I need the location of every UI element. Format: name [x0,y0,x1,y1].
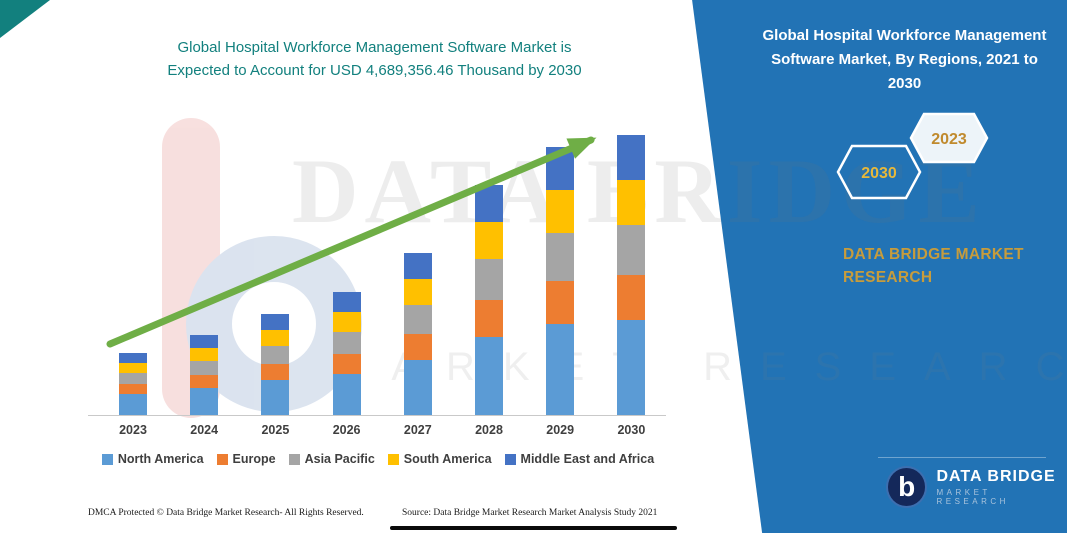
side-panel [692,0,1067,533]
year-badges: 2030 2023 [836,112,989,200]
legend-swatch-asia-pacific [288,453,300,465]
segment-north-america-2026 [332,374,361,415]
segment-europe-2027 [403,334,432,360]
segment-europe-2030 [617,275,646,320]
footer-source: Source: Data Bridge Market Research Mark… [402,508,658,518]
bar-2023 [119,353,147,415]
segment-north-america-2027 [403,360,432,415]
legend-label-south-america: South America [403,452,492,466]
legend-item-south-america: South America [387,452,492,466]
chart-title: Global Hospital Workforce Management Sof… [92,36,657,83]
panel-heading: Global Hospital Workforce Management Sof… [762,27,1047,92]
x-tick-2026: 2026 [332,423,361,437]
x-axis [88,415,666,416]
bar-2024 [190,335,219,415]
x-tick-2024: 2024 [190,423,219,437]
segment-middle-east-and-africa-2028 [475,185,503,222]
segment-asia-pacific-2028 [475,259,503,300]
bar-2027 [403,253,432,415]
segment-europe-2025 [261,364,290,380]
legend-label-europe: Europe [232,452,276,466]
bar-2028 [475,185,503,415]
segment-asia-pacific-2025 [261,346,290,364]
legend-item-middle-east-and-africa: Middle East and Africa [504,452,655,466]
x-tick-2025: 2025 [261,423,290,437]
legend-item-north-america: North America [101,452,204,466]
x-tick-2023: 2023 [119,423,147,437]
segment-south-america-2023 [119,363,147,373]
segment-south-america-2029 [546,190,575,233]
segment-south-america-2028 [475,222,503,259]
badge-2030-label: 2030 [861,165,897,182]
segment-europe-2028 [475,300,503,337]
segment-north-america-2023 [119,394,147,415]
segment-europe-2023 [119,384,147,394]
segment-south-america-2027 [403,279,432,305]
legend-label-middle-east-and-africa: Middle East and Africa [520,452,655,466]
x-tick-2030: 2030 [617,423,646,437]
bottom-bar [390,526,677,530]
segment-south-america-2026 [332,312,361,332]
hexagon-2023 [909,112,989,164]
segment-south-america-2025 [261,330,290,346]
segment-europe-2024 [190,375,219,388]
bar-2026 [332,292,361,415]
segment-north-america-2025 [261,380,290,415]
x-tick-2028: 2028 [475,423,503,437]
segment-asia-pacific-2029 [546,233,575,281]
segment-north-america-2030 [617,320,646,415]
segment-europe-2029 [546,281,575,324]
bar-2030 [617,135,646,415]
segment-middle-east-and-africa-2024 [190,335,219,348]
badge-2023-label: 2023 [931,131,967,148]
segment-middle-east-and-africa-2026 [332,292,361,312]
footer-dmca: DMCA Protected © Data Bridge Market Rese… [88,508,364,518]
dbmr-logo-text: DATA BRIDGE MARKET RESEARCH [936,468,1067,506]
segment-asia-pacific-2023 [119,373,147,384]
x-tick-2029: 2029 [546,423,575,437]
dbmr-logo: b DATA BRIDGE MARKET RESEARCH [886,466,1067,508]
legend-swatch-south-america [387,453,399,465]
segment-middle-east-and-africa-2025 [261,314,290,330]
segment-south-america-2024 [190,348,219,361]
logo-divider [878,457,1046,458]
x-axis-labels: 2023 2024 2025 2026 2027 2028 2029 2030 [0,423,700,439]
segment-asia-pacific-2030 [617,225,646,275]
segment-north-america-2024 [190,388,219,415]
legend-swatch-north-america [101,453,113,465]
legend-label-north-america: North America [117,452,204,466]
segment-south-america-2030 [617,180,646,225]
segment-north-america-2029 [546,324,575,415]
chart-title-line1: Global Hospital Workforce Management Sof… [177,39,572,56]
segment-asia-pacific-2027 [403,305,432,334]
brand-text: DATA BRIDGE MARKET RESEARCH [843,246,1024,287]
dbmr-logo-icon: b [886,466,928,508]
legend-label-asia-pacific: Asia Pacific [304,452,375,466]
dbmr-logo-subtitle: MARKET RESEARCH [936,488,1009,506]
trend-arrow [106,136,597,348]
segment-asia-pacific-2026 [332,332,361,354]
legend: North America Europe Asia Pacific South Ame… [78,452,678,466]
segment-north-america-2028 [475,337,503,415]
legend-swatch-middle-east-and-africa [504,453,516,465]
legend-swatch-europe [216,453,228,465]
segment-middle-east-and-africa-2023 [119,353,147,363]
legend-item-asia-pacific: Asia Pacific [288,452,375,466]
dbmr-logo-title: DATA BRIDGE [936,468,1056,485]
x-tick-2027: 2027 [403,423,432,437]
segment-middle-east-and-africa-2027 [403,253,432,279]
hexagon-2030 [836,144,922,200]
chart-title-line2: Expected to Account for USD 4,689,356.46… [167,62,582,80]
segment-asia-pacific-2024 [190,361,219,375]
bar-2025 [261,314,290,415]
corner-accent-triangle [0,0,50,38]
legend-item-europe: Europe [216,452,276,466]
segment-middle-east-and-africa-2030 [617,135,646,180]
segment-europe-2026 [332,354,361,374]
stacked-bar-chart [0,135,700,415]
